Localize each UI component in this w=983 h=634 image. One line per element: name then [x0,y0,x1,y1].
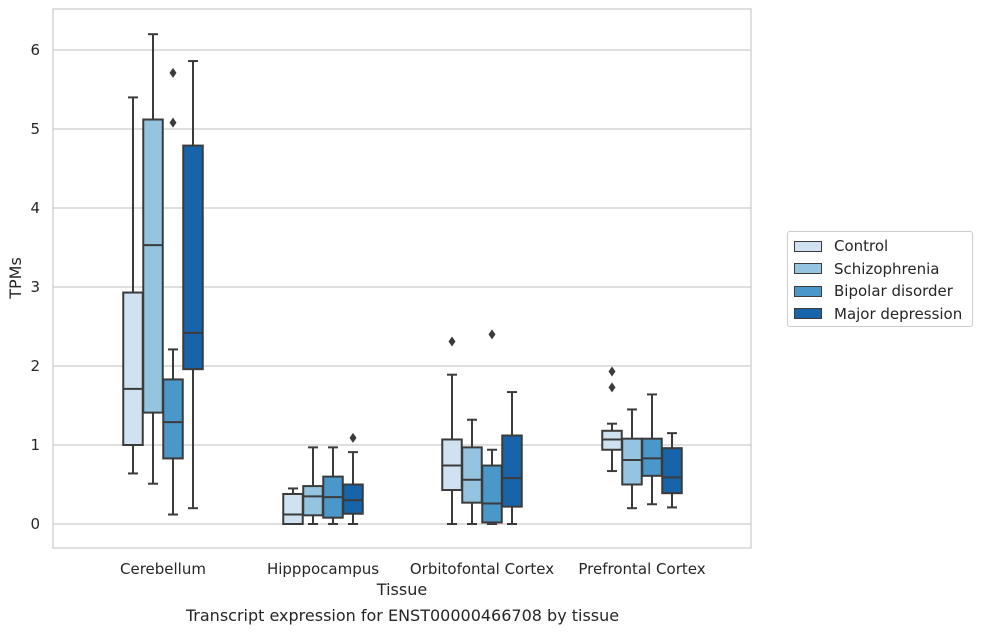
legend-swatch [794,240,822,252]
outlier-point [608,366,616,377]
y-tick-label: 2 [30,357,40,375]
iqr-box [621,437,643,486]
outlier-point [448,336,456,347]
iqr-box [282,492,304,526]
x-axis-label: Tissue [376,580,427,599]
outlier-point [349,432,357,443]
y-tick-label: 0 [30,515,40,533]
legend-label: Bipolar disorder [834,282,953,300]
box-schizophrenia [461,418,483,525]
legend-swatch [794,308,822,319]
box-schizophrenia [142,33,164,485]
box-schizophrenia [621,408,643,510]
legend-label: Control [834,237,889,255]
iqr-box [142,118,164,414]
box-control [441,336,463,525]
y-axis-label: TPMs [6,257,25,300]
legend: Control Schizophrenia Bipolar disorder Majo… [787,231,973,327]
outlier-point [169,117,177,128]
outlier-point [608,382,616,393]
y-tick-label: 1 [30,436,40,454]
box-major-depression [501,391,523,525]
plot-area-frame [52,8,752,549]
box-control [122,96,144,475]
iqr-box [461,446,483,504]
legend-label: Schizophrenia [834,259,940,278]
legend-swatch [794,263,822,274]
y-tick-label: 3 [30,278,40,296]
box-major-depression [182,60,204,510]
box-bipolar-disorder [481,329,503,525]
box-control [282,487,304,526]
outlier-point [488,329,496,340]
iqr-box [661,447,683,495]
y-tick-label: 4 [30,199,40,217]
box-major-depression [661,432,683,509]
iqr-box [641,437,663,477]
y-tick-label: 6 [30,41,40,59]
box-schizophrenia [302,446,324,525]
legend-item: Bipolar disorder [794,281,953,301]
box-bipolar-disorder [162,67,184,516]
legend-item: Control [794,236,888,256]
legend-item: Major depression [794,304,962,324]
x-tick-label: Cerebellum [120,560,206,578]
legend-swatch [794,285,822,297]
chart-caption: Transcript expression for ENST0000046670… [185,606,620,625]
iqr-box [122,291,144,446]
legend-label: Major depression [834,304,963,323]
iqr-box [342,483,364,515]
x-axis-ticks: Cerebellum Hipppocampus Orbitofontal Corte… [120,560,706,578]
iqr-box [481,464,503,524]
box-major-depression [342,432,364,525]
iqr-box [302,485,324,517]
y-tick-label: 5 [30,120,40,138]
box-bipolar-disorder [322,446,344,525]
x-tick-label: Orbitofontal Cortex [410,560,554,578]
iqr-box [501,434,523,508]
y-axis-ticks: 0 1 2 3 4 5 6 [30,41,40,533]
iqr-box [162,378,184,460]
legend-item: Schizophrenia [794,259,939,279]
x-tick-label: Hipppocampus [267,560,379,578]
outlier-point [169,67,177,78]
boxes [122,33,683,526]
iqr-box [182,144,204,371]
box-control [601,366,623,473]
x-tick-label: Prefrontal Cortex [578,560,705,578]
box-bipolar-disorder [641,393,663,506]
